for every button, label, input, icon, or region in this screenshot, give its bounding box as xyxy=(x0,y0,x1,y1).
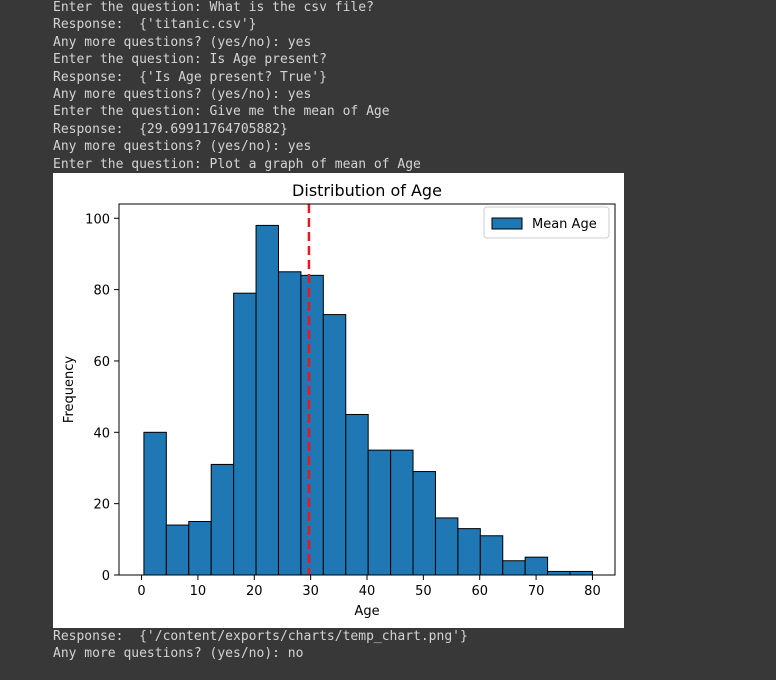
histogram-bar xyxy=(300,274,324,576)
x-tick-label: 80 xyxy=(584,584,601,599)
histogram-bar xyxy=(502,560,526,576)
histogram-bar xyxy=(457,528,481,576)
histogram-bar xyxy=(143,431,167,576)
y-tick-label: 0 xyxy=(102,569,110,584)
x-tick-label: 50 xyxy=(415,584,432,599)
histogram-bar xyxy=(479,535,504,576)
console-line: Enter the question: Plot a graph of mean… xyxy=(53,156,421,172)
x-tick-label: 0 xyxy=(137,584,145,599)
histogram-bar xyxy=(322,314,347,576)
y-tick-label: 80 xyxy=(93,284,110,299)
console-line: Response: {'titanic.csv'} xyxy=(53,17,257,33)
y-tick-label: 60 xyxy=(93,355,110,370)
x-tick-label: 30 xyxy=(302,584,319,599)
histogram-bar xyxy=(390,449,414,576)
console-line: Any more questions? (yes/no): yes xyxy=(53,87,312,102)
age-histogram-chart: Distribution of Age 0 10 20 30 40 50 60 70 80 0 20 4… xyxy=(62,181,616,619)
y-tick-label: 40 xyxy=(93,426,110,441)
console-line: Response: {'Is Age present? True'} xyxy=(53,69,327,85)
histogram-bar xyxy=(524,556,549,576)
histogram-bar xyxy=(233,292,257,576)
console-line: Any more questions? (yes/no): yes xyxy=(53,34,312,50)
console-line: Enter the question: Is Age present? xyxy=(53,52,327,68)
console-line: Response: {29.69911764705882} xyxy=(53,121,288,137)
y-axis-label: Frequency xyxy=(62,356,77,423)
legend-swatch xyxy=(491,217,523,230)
histogram-bar xyxy=(255,224,279,576)
chart-output-image: Distribution of Age 0 10 20 30 40 50 60 70 80 0 20 4… xyxy=(53,173,624,628)
x-tick-label: 70 xyxy=(528,584,545,599)
histogram-bar xyxy=(434,517,459,576)
console-line: Enter the question: What is the csv file… xyxy=(53,0,374,15)
x-tick-label: 20 xyxy=(246,584,263,599)
histogram-bar xyxy=(277,271,302,576)
console-line: Any more questions? (yes/no): yes xyxy=(53,139,312,155)
y-tick-label: 100 xyxy=(85,212,110,227)
x-axis-label: Age xyxy=(354,604,379,619)
console-line: Response: {'/content/exports/charts/temp… xyxy=(53,629,468,644)
chart-legend xyxy=(483,206,610,239)
histogram-bar xyxy=(412,471,436,576)
console-line: Enter the question: Give me the mean of … xyxy=(53,104,390,120)
histogram-bar xyxy=(188,520,212,576)
histogram-bar xyxy=(345,413,369,576)
x-tick-label: 40 xyxy=(359,584,376,599)
histogram-bar xyxy=(165,524,190,576)
histogram-bar xyxy=(547,570,571,576)
x-tick-label: 60 xyxy=(471,584,488,599)
histogram-bar xyxy=(210,463,235,576)
console-line: Any more questions? (yes/no): no xyxy=(53,646,304,662)
chart-title: Distribution of Age xyxy=(292,181,442,200)
legend-label: Mean Age xyxy=(532,217,597,232)
y-tick-label: 20 xyxy=(93,498,110,513)
histogram-bar xyxy=(367,449,392,576)
x-tick-label: 10 xyxy=(190,584,207,599)
histogram-bar xyxy=(569,570,593,576)
